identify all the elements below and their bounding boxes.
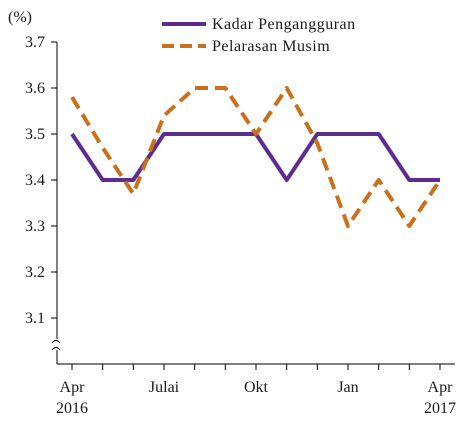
y-axis-ticks: 3.1 3.2 3.3 3.4 3.5 3.6 3.7 bbox=[25, 34, 57, 327]
legend-label-pelarasan-musim: Pelarasan Musim bbox=[212, 38, 330, 55]
x-tick-label: Jan bbox=[337, 379, 358, 396]
series-line-pelarasan-musim bbox=[70, 86, 442, 228]
y-tick-label: 3.3 bbox=[25, 218, 45, 235]
y-tick-label: 3.5 bbox=[25, 126, 45, 143]
legend: Kadar Pengangguran Pelarasan Musim bbox=[162, 16, 356, 55]
x-tick-label-year: 2016 bbox=[56, 400, 88, 417]
y-tick-label: 3.6 bbox=[25, 80, 45, 97]
y-unit-label: (%) bbox=[8, 9, 32, 26]
y-axis-break bbox=[50, 339, 64, 351]
series-line-kadar-pengangguran bbox=[70, 132, 440, 182]
x-tick-label: Apr bbox=[428, 379, 454, 396]
series-layer bbox=[70, 86, 442, 228]
x-tick-label: Julai bbox=[149, 379, 180, 396]
legend-label-kadar-pengangguran: Kadar Pengangguran bbox=[212, 16, 356, 33]
x-tick-label-year: 2017 bbox=[424, 400, 456, 417]
y-tick-label: 3.4 bbox=[25, 172, 45, 189]
y-tick-label: 3.2 bbox=[25, 264, 45, 281]
x-axis-ticks: Apr 2016 Julai Okt Jan Apr 2017 bbox=[56, 364, 456, 417]
x-tick-label: Okt bbox=[244, 379, 269, 396]
y-tick-label: 3.1 bbox=[25, 310, 45, 327]
y-tick-label: 3.7 bbox=[25, 34, 45, 51]
x-tick-label: Apr bbox=[60, 379, 86, 396]
